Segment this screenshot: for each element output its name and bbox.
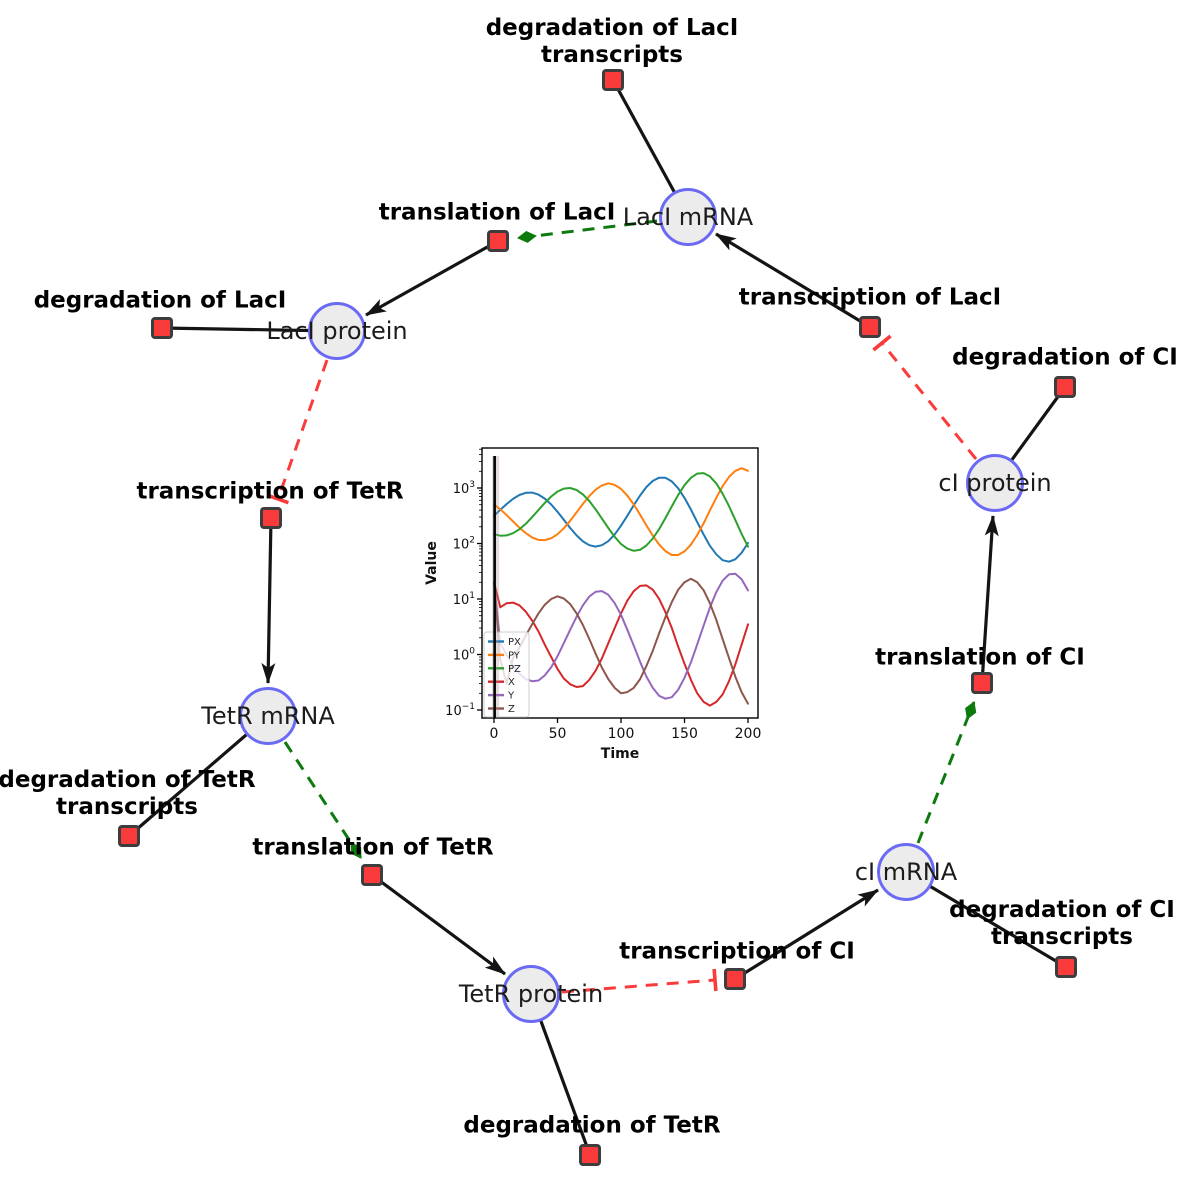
x-tick-label: 50 — [549, 726, 567, 742]
reaction-node-degradation-of-tetr — [579, 1144, 601, 1166]
species-label-laci-mrna: LacI mRNA — [622, 203, 754, 231]
reaction-node-degradation-of-ci — [1054, 376, 1076, 398]
species-node-laci-protein — [308, 302, 366, 360]
plot-axes-box — [481, 447, 759, 719]
reaction-node-translation-of-ci — [971, 672, 993, 694]
reaction-label-degradation-of-tetr: degradation of TetR — [463, 1112, 721, 1139]
series-line-py — [493, 467, 749, 556]
reaction-label-transcription-of-ci: transcription of CI — [619, 938, 855, 965]
x-tick-label: 200 — [735, 726, 762, 742]
reaction-label-degradation-of-tetr-transcripts: degradation of TetR transcripts — [0, 767, 256, 820]
legend-entry-z: Z — [508, 704, 515, 715]
y-tick-label: 10−1 — [445, 702, 475, 719]
reaction-node-degradation-of-laci — [151, 317, 173, 339]
series-line-px — [493, 476, 749, 563]
species-node-ci-mrna — [877, 843, 935, 901]
species-node-tetr-mrna — [239, 687, 297, 745]
product-edge-translation-tetr-to-tetr-protein — [371, 873, 506, 976]
y-tick-label: 102 — [453, 536, 475, 553]
series-line-z — [493, 577, 749, 705]
reaction-node-transcription-of-laci — [859, 316, 881, 338]
species-label-tetr-mrna: TetR mRNA — [201, 702, 335, 730]
reaction-node-degradation-of-laci-transcripts — [602, 69, 624, 91]
product-edge-transcription-ci-to-ci-mrna — [734, 888, 879, 981]
legend-entry-x: X — [508, 677, 515, 688]
legend-entry-pz: PZ — [508, 664, 521, 675]
series-line-pz — [493, 472, 749, 552]
y-tick-label: 101 — [453, 591, 475, 608]
x-axis-label: Time — [601, 746, 639, 762]
reaction-label-translation-of-ci: translation of CI — [875, 644, 1085, 671]
reaction-node-translation-of-tetr — [361, 864, 383, 886]
y-axis-label: Value — [424, 541, 440, 585]
legend-entry-y: Y — [507, 691, 515, 702]
x-tick-label: 150 — [671, 726, 698, 742]
legend-entry-px: PX — [508, 637, 521, 648]
series-line-y — [493, 572, 749, 700]
species-node-laci-mrna — [659, 188, 717, 246]
legend-entry-py: PY — [508, 650, 521, 661]
reaction-label-degradation-of-laci: degradation of LacI — [33, 287, 287, 314]
inhibition-edge-tetr-protein-inhibits-ci-transcription — [561, 968, 718, 994]
reaction-label-degradation-of-ci-transcripts: degradation of CI transcripts — [949, 897, 1175, 950]
y-tick-label: 100 — [453, 647, 476, 664]
x-tick-label: 100 — [608, 726, 635, 742]
product-edge-transcription-laci-to-laci-mrna — [715, 232, 871, 329]
reaction-label-degradation-of-laci-transcripts: degradation of LacI transcripts — [485, 15, 739, 68]
species-label-laci-protein: LacI protein — [266, 317, 408, 345]
species-node-ci-protein — [966, 454, 1024, 512]
series-line-x — [493, 581, 749, 707]
reaction-node-transcription-of-tetr — [260, 507, 282, 529]
y-tick-label: 103 — [453, 480, 475, 497]
reactant-edge-ci-mrna-to-degradation — [905, 870, 1067, 969]
product-edge-translation-ci-to-ci-protein — [980, 515, 999, 684]
modifier-edge-ci-mrna-modifies-translation — [916, 701, 977, 844]
species-node-tetr-protein — [502, 965, 560, 1023]
reactant-edge-tetr-mrna-to-degradation — [127, 714, 270, 838]
reaction-label-translation-of-laci: translation of LacI — [378, 199, 616, 226]
reactant-edge-laci-protein-to-degradation — [161, 326, 338, 333]
modifier-edge-laci-mrna-modifies-translation — [517, 219, 658, 243]
modifier-edge-tetr-mrna-modifies-translation — [283, 741, 363, 859]
reaction-node-translation-of-laci — [487, 230, 509, 252]
reaction-label-translation-of-tetr: translation of TetR — [252, 834, 494, 861]
reaction-label-transcription-of-tetr: transcription of TetR — [136, 478, 404, 505]
x-tick-label: 0 — [490, 726, 499, 742]
reaction-label-degradation-of-ci: degradation of CI — [952, 344, 1178, 371]
inhibition-edge-laci-protein-inhibits-tetr-transcription — [267, 359, 329, 505]
species-label-ci-mrna: cI mRNA — [854, 858, 958, 886]
reaction-label-transcription-of-laci: transcription of LacI — [738, 284, 1002, 311]
inhibition-edge-ci-protein-inhibits-laci-transcription — [872, 334, 978, 460]
species-label-tetr-protein: TetR protein — [458, 980, 604, 1008]
reaction-node-degradation-of-ci-transcripts — [1055, 956, 1077, 978]
product-edge-transcription-tetr-to-tetr-mrna — [261, 517, 276, 684]
product-edge-translation-laci-to-laci-protein — [365, 239, 499, 317]
simulation-plot: 0 50 100 150 20010−1100101102103TimeValuePXP… — [420, 436, 785, 770]
reaction-node-degradation-of-tetr-transcripts — [118, 825, 140, 847]
species-label-ci-protein: cI protein — [938, 469, 1052, 497]
reaction-node-transcription-of-ci — [724, 968, 746, 990]
plot-legend: PX PY PZ XYZ — [483, 631, 530, 718]
